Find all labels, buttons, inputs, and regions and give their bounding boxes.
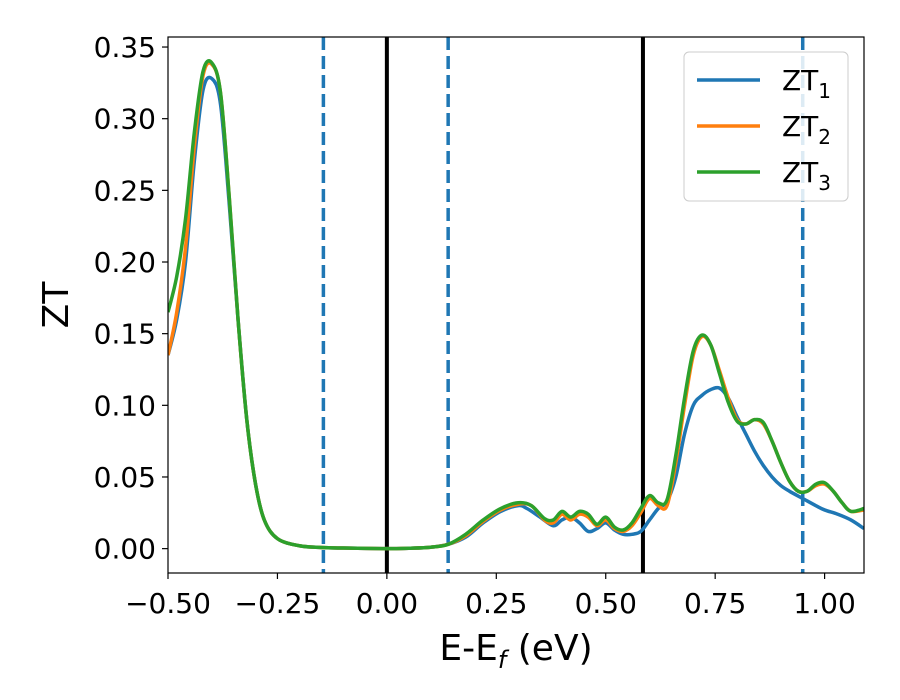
x-tick-label: 0.75 xyxy=(684,587,746,620)
legend: ZT1 ZT2 ZT3 xyxy=(683,51,849,202)
legend-label: ZT2 xyxy=(782,110,831,149)
y-tick-label: 0.35 xyxy=(94,31,156,64)
x-tick-label: 0.00 xyxy=(356,587,418,620)
x-axis-ticks: −0.50 −0.25 0.00 0.25 0.50 0.75 1.00 xyxy=(125,573,856,620)
x-tick-label: 0.25 xyxy=(465,587,527,620)
x-tick-label: −0.50 xyxy=(125,587,211,620)
series-lines xyxy=(168,59,864,551)
reference-lines xyxy=(321,37,805,573)
legend-frame xyxy=(683,51,849,202)
y-axis-title: ZT xyxy=(36,281,77,329)
y-tick-label: 0.20 xyxy=(94,246,156,279)
y-axis-ticks: 0.00 0.05 0.10 0.15 0.20 0.25 0.30 0.35 xyxy=(94,31,168,566)
x-tick-label: 1.00 xyxy=(793,587,855,620)
series-line-zt3 xyxy=(168,59,864,551)
x-axis-title: E-Ef (eV) xyxy=(439,628,592,674)
y-tick-label: 0.00 xyxy=(94,533,156,566)
y-tick-label: 0.05 xyxy=(94,461,156,494)
x-tick-label: −0.25 xyxy=(235,587,321,620)
plot-frame xyxy=(167,36,865,574)
legend-label: ZT1 xyxy=(782,64,831,103)
legend-label: ZT3 xyxy=(782,156,831,195)
y-tick-label: 0.25 xyxy=(94,174,156,207)
y-tick-label: 0.30 xyxy=(94,103,156,136)
y-tick-label: 0.15 xyxy=(94,318,156,351)
y-tick-label: 0.10 xyxy=(94,389,156,422)
x-tick-label: 0.50 xyxy=(575,587,637,620)
